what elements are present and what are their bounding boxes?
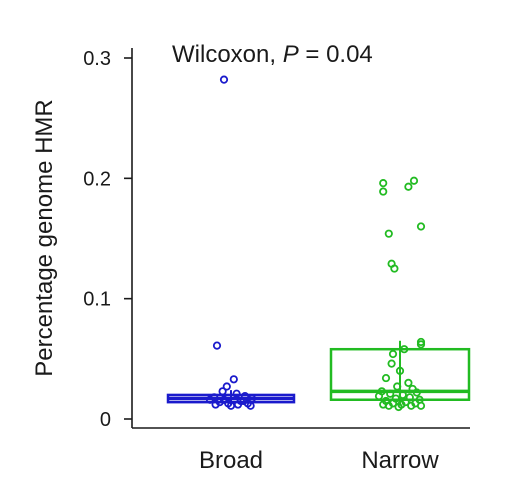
annotation-prefix: Wilcoxon, bbox=[172, 41, 283, 68]
data-point bbox=[384, 229, 393, 238]
y-tick-label: 0.3 bbox=[83, 48, 111, 70]
x-tick-labels: Broad Narrow bbox=[199, 447, 439, 474]
data-point bbox=[232, 389, 241, 398]
data-point bbox=[416, 401, 426, 410]
data-point bbox=[394, 402, 403, 412]
group-narrow bbox=[329, 176, 471, 412]
data-point bbox=[247, 394, 257, 403]
data-point bbox=[218, 387, 227, 396]
data-point bbox=[412, 388, 421, 397]
data-point bbox=[398, 390, 407, 400]
data-point bbox=[379, 187, 388, 196]
data-point bbox=[219, 75, 229, 84]
x-tick-label: Narrow bbox=[361, 447, 439, 474]
data-point bbox=[219, 395, 229, 404]
data-point bbox=[395, 366, 405, 375]
data-point bbox=[388, 349, 398, 359]
data-point bbox=[246, 401, 255, 410]
annotation-suffix: = 0.04 bbox=[299, 41, 373, 68]
data-point bbox=[386, 389, 395, 398]
y-ticks: 0 0.1 0.2 0.3 bbox=[83, 48, 132, 431]
data-point bbox=[212, 341, 222, 350]
data-point bbox=[229, 375, 238, 384]
y-tick-label: 0.2 bbox=[83, 168, 111, 190]
data-point bbox=[211, 400, 220, 409]
data-point bbox=[405, 393, 414, 402]
data-point bbox=[390, 264, 399, 273]
data-point bbox=[240, 392, 250, 401]
wilcoxon-annotation: Wilcoxon, P = 0.04 bbox=[172, 41, 373, 68]
box bbox=[329, 347, 471, 401]
y-tick-label: 0.1 bbox=[83, 289, 111, 311]
data-point bbox=[404, 378, 413, 387]
group-broad bbox=[166, 75, 296, 410]
data-point bbox=[226, 401, 236, 410]
box-groups bbox=[166, 75, 471, 412]
data-point bbox=[384, 401, 393, 410]
data-point bbox=[416, 340, 426, 349]
data-point bbox=[205, 395, 215, 404]
data-point bbox=[381, 373, 391, 383]
y-tick-label: 0 bbox=[100, 409, 111, 431]
data-point bbox=[239, 396, 248, 406]
x-tick-label: Broad bbox=[199, 447, 263, 474]
data-point bbox=[404, 182, 413, 191]
data-point bbox=[222, 382, 231, 391]
data-point bbox=[374, 392, 384, 401]
data-point bbox=[407, 401, 416, 410]
data-point bbox=[400, 345, 409, 354]
data-point bbox=[416, 222, 426, 231]
y-axis-title: Percentage genome HMR bbox=[31, 99, 58, 376]
data-point bbox=[393, 382, 402, 391]
data-point bbox=[387, 359, 396, 368]
axes bbox=[131, 48, 470, 429]
annotation-p-italic: P bbox=[283, 41, 299, 68]
data-point bbox=[409, 176, 419, 185]
data-point bbox=[379, 179, 388, 188]
